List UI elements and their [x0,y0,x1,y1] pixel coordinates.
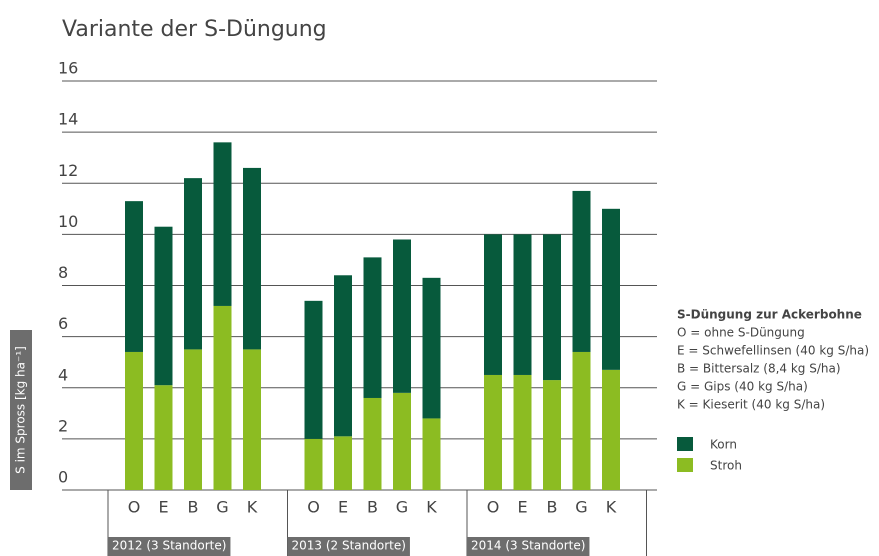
y-tick-label: 10 [58,212,78,231]
bar-segment [184,349,202,490]
bar-segment [243,167,261,350]
x-tick-label: B [367,498,378,517]
y-tick-label: 16 [58,59,78,78]
x-tick-label: G [216,498,228,517]
x-tick-label: K [426,498,437,517]
x-tick-label: O [128,498,141,517]
y-tick-label: 2 [58,416,68,435]
bar-segment [422,277,441,419]
bar-segment [154,226,173,386]
y-tick-label: 0 [58,468,68,487]
bar-segment [513,234,532,375]
x-tick-label: O [487,498,500,517]
y-tick-label: 4 [58,365,68,384]
group-label: 2013 (2 Standorte) [292,539,406,553]
bar-segment [184,178,202,350]
bar-segment [602,369,620,490]
bar-segment [543,234,561,381]
group-label-box [108,537,231,556]
bar-segment [422,418,441,490]
bar-segment [513,374,532,490]
x-tick-label: K [247,498,258,517]
bar-segment [304,300,323,439]
legend-label: Stroh [710,459,742,473]
bar-segment [572,351,591,490]
x-tick-label: G [396,498,408,517]
x-tick-label: B [547,498,558,517]
bar-segment [393,392,411,490]
legend-note: O = ohne S-Düngung [677,326,805,340]
bar-segment [484,234,502,375]
group-label: 2014 (3 Standorte) [471,539,585,553]
bar-segment [484,374,502,490]
legend-note: E = Schwefellinsen (40 kg S/ha) [677,344,869,358]
bar-segment [334,275,352,437]
bar-segment [363,397,382,490]
y-label-box [10,330,32,490]
legend-note: K = Kieserit (40 kg S/ha) [677,398,825,412]
legend-swatch [677,458,693,472]
group-label-box [467,537,590,556]
bar-segment [572,190,591,352]
bar-segment [125,201,143,352]
bar-segment [602,208,620,370]
y-tick-label: 8 [58,263,68,282]
bar-segment [213,305,232,490]
x-tick-label: E [158,498,168,517]
x-tick-label: B [188,498,199,517]
group-label: 2012 (3 Standorte) [112,539,226,553]
bar-segment [213,142,232,306]
x-tick-label: G [575,498,587,517]
y-tick-label: 6 [58,314,68,333]
bar-segment [543,380,561,490]
bar-segment [334,436,352,490]
x-tick-label: E [338,498,348,517]
bar-segment [393,239,411,393]
legend-swatch [677,437,693,451]
legend-title: S-Düngung zur Ackerbohne [677,308,862,322]
y-tick-label: 14 [58,110,78,129]
x-tick-label: O [307,498,320,517]
y-tick-label: 12 [58,161,78,180]
bar-segment [243,349,261,490]
legend-note: G = Gips (40 kg S/ha) [677,380,808,394]
legend-note: B = Bittersalz (8,4 kg S/ha) [677,362,841,376]
x-tick-label: E [517,498,527,517]
y-axis-label: S im Spross [kg ha⁻¹] [14,346,28,474]
x-tick-label: K [606,498,617,517]
bar-segment [304,438,323,490]
bar-segment [363,257,382,398]
group-label-box [287,537,410,556]
chart-title: Variante der S-Düngung [62,17,327,42]
bar-segment [154,385,173,490]
legend-label: Korn [710,438,737,452]
bar-segment [125,351,143,490]
